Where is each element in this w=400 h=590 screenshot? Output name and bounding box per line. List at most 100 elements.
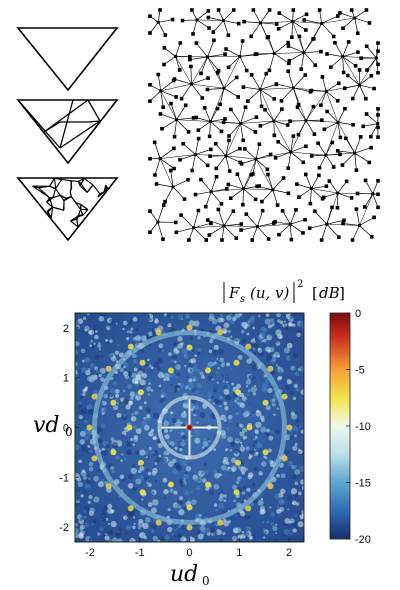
graph-node (191, 32, 195, 36)
heatmap-speckle (196, 486, 200, 490)
heatmap-speckle (224, 402, 228, 406)
heatmap-speckle (170, 441, 175, 446)
graph-node (282, 176, 286, 180)
graph-edge (231, 109, 241, 123)
graph-edge (207, 57, 218, 71)
graph-node (301, 231, 305, 235)
heatmap-speckle (213, 402, 215, 404)
heatmap-speckle (285, 385, 290, 390)
x-tick-label: 0 (186, 547, 192, 559)
graph-node (194, 193, 198, 197)
graph-node (376, 135, 380, 139)
graph-node (336, 14, 340, 18)
graph-node (254, 198, 258, 202)
graph-node (364, 179, 368, 183)
graph-edge (224, 88, 238, 97)
graph-node (274, 82, 278, 86)
heatmap-speckle (193, 378, 196, 381)
heatmap-speckle (201, 471, 204, 474)
graph-node (288, 119, 292, 123)
heatmap-speckle (292, 323, 296, 327)
heatmap-speckle (202, 404, 205, 407)
heatmap-speckle (250, 485, 253, 488)
graph-node (215, 175, 219, 179)
graph-node (338, 11, 342, 15)
heatmap-peak (282, 455, 288, 461)
graph-edge (194, 211, 199, 228)
heatmap-speckle (207, 392, 212, 397)
heatmap-speckle (100, 368, 106, 374)
graph-edge (158, 10, 160, 22)
graph-edge (355, 153, 357, 170)
heatmap-speckle (123, 371, 129, 377)
heatmap-speckle (92, 346, 95, 349)
heatmap-speckle (99, 348, 101, 350)
heatmap-speckle (80, 439, 85, 444)
graph-node (339, 136, 343, 140)
heatmap-speckle (241, 330, 245, 334)
graph-edge (353, 85, 360, 99)
graph-node (332, 165, 336, 169)
graph-node (197, 209, 201, 213)
heatmap-speckle (295, 514, 298, 517)
heatmap-speckle (155, 480, 158, 483)
heatmap-peak (235, 389, 241, 395)
graph-node (310, 154, 314, 158)
heatmap-speckle (154, 462, 157, 465)
heatmap-speckle (140, 379, 146, 385)
heatmap-speckle (226, 462, 229, 465)
heatmap-peak (91, 455, 97, 461)
graph-node (161, 237, 165, 241)
heatmap-speckle (288, 529, 294, 535)
heatmap-speckle (294, 469, 300, 475)
heatmap-speckle (102, 401, 105, 404)
heatmap-speckle (223, 381, 225, 383)
graph-node (351, 238, 355, 242)
graph-edge (224, 224, 241, 226)
graph-node (178, 68, 182, 72)
heatmap-speckle (122, 328, 124, 330)
heatmap-speckle (144, 477, 148, 481)
graph-node (333, 41, 337, 45)
heatmap-speckle (290, 442, 294, 446)
graph-node (214, 167, 218, 171)
heatmap-speckle (254, 449, 256, 451)
graph-node (214, 142, 218, 146)
heatmap-speckle (249, 450, 254, 455)
graph-edge (257, 211, 262, 227)
heatmap-speckle (299, 322, 303, 326)
heatmap-speckle (164, 429, 168, 433)
heatmap-speckle (173, 525, 177, 529)
graph-edge (224, 211, 233, 226)
graph-node (200, 96, 204, 100)
heatmap-speckle (135, 450, 140, 455)
graph-edge (165, 187, 173, 202)
heatmap-speckle (272, 445, 275, 448)
graph-node (299, 67, 303, 71)
heatmap-speckle (226, 381, 228, 383)
heatmap-peak (156, 520, 162, 526)
heatmap-speckle (81, 494, 84, 497)
graph-edge (158, 20, 172, 23)
heatmap-speckle (271, 534, 274, 537)
graph-node (325, 184, 329, 188)
graph-edge (182, 84, 192, 99)
heatmap-speckle (86, 488, 89, 491)
graph-node (207, 9, 211, 13)
graph-node (199, 72, 203, 76)
heatmap-speckle (87, 430, 92, 435)
graph-edge (290, 224, 303, 233)
heatmap-speckle (104, 415, 106, 417)
heatmap-speckle (115, 394, 119, 398)
heatmap-speckle (247, 401, 251, 405)
graph-node (180, 97, 184, 101)
graph-edge (216, 144, 226, 156)
triangle-level-1 (18, 100, 117, 163)
heatmap-speckle (132, 413, 134, 415)
heatmap-speckle (93, 343, 95, 345)
graph-node (249, 35, 253, 39)
heatmap-speckle (84, 357, 90, 363)
heatmap-speckle (80, 431, 86, 437)
heatmap-speckle (184, 365, 186, 367)
heatmap-speckle (149, 318, 152, 321)
